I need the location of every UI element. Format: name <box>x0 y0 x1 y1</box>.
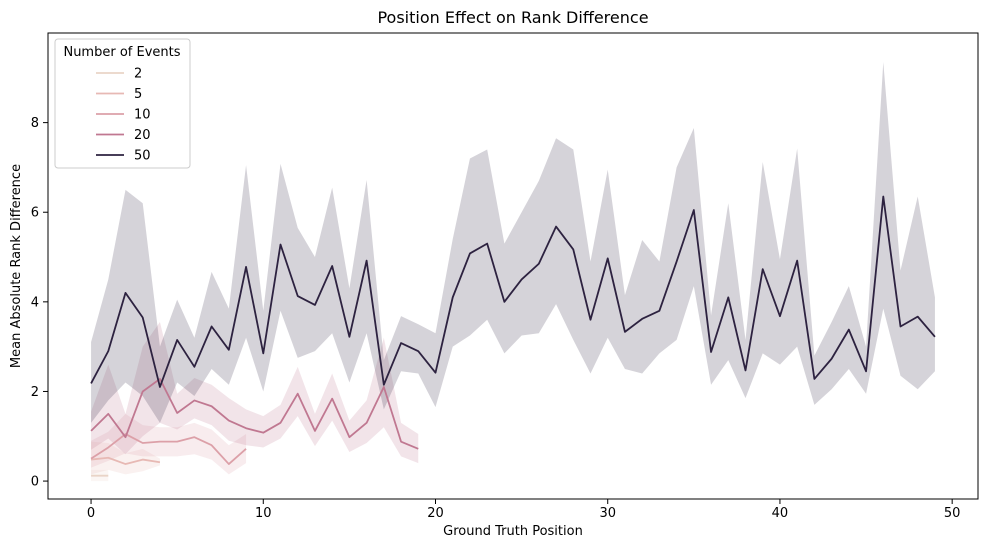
plot-frame <box>47 32 979 500</box>
y-tick-label: 0 <box>31 475 39 490</box>
legend-label-2: 2 <box>134 67 142 82</box>
band-series-5 <box>91 441 160 475</box>
confidence-bands <box>91 62 935 482</box>
y-axis-ticks: 0 2 4 6 8 <box>31 116 48 490</box>
x-tick-label: 50 <box>944 506 961 521</box>
chart-title: Position Effect on Rank Difference <box>377 8 648 27</box>
y-axis-label: Mean Absolute Rank Difference <box>9 164 24 368</box>
x-tick-label: 10 <box>255 506 272 521</box>
line-series-5 <box>90 456 161 465</box>
legend-items: 2 5 10 20 50 <box>96 67 151 164</box>
line-series-20 <box>90 378 419 450</box>
legend: Number of Events 2 5 10 20 50 <box>54 38 191 169</box>
band-series-50 <box>91 62 935 423</box>
band-series-10 <box>91 413 247 475</box>
band-series-20 <box>91 322 419 464</box>
x-axis-ticks: 0 10 20 30 40 50 <box>87 499 961 521</box>
legend-title: Number of Events <box>63 45 180 60</box>
x-axis-label: Ground Truth Position <box>443 524 583 539</box>
y-tick-label: 6 <box>31 206 39 221</box>
legend-frame <box>54 38 191 169</box>
y-tick-label: 8 <box>31 116 39 131</box>
legend-label-10: 10 <box>134 108 151 123</box>
x-tick-label: 30 <box>599 506 616 521</box>
x-tick-label: 0 <box>87 506 95 521</box>
line-series-50 <box>90 195 936 388</box>
series-lines <box>90 195 936 477</box>
x-tick-label: 20 <box>427 506 444 521</box>
legend-label-50: 50 <box>134 149 151 164</box>
line-series-10 <box>90 433 247 465</box>
legend-label-5: 5 <box>134 87 142 102</box>
x-tick-label: 40 <box>772 506 789 521</box>
legend-label-20: 20 <box>134 128 151 143</box>
y-tick-label: 2 <box>31 385 39 400</box>
y-tick-label: 4 <box>31 295 39 310</box>
